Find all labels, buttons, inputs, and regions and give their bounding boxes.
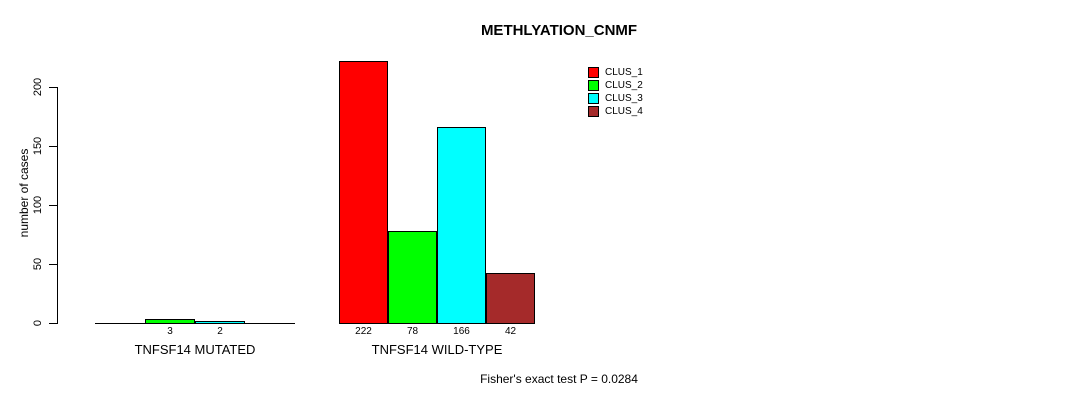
bar-clus_2 bbox=[145, 319, 195, 324]
bar-clus_1 bbox=[339, 61, 388, 324]
y-tick-label: 50 bbox=[32, 257, 44, 271]
category-label: TNFSF14 WILD-TYPE bbox=[371, 342, 503, 357]
bar-clus_3 bbox=[195, 321, 245, 324]
legend-label: CLUS_1 bbox=[605, 67, 643, 78]
bar-value-label: 42 bbox=[504, 326, 517, 337]
bar-clus_4 bbox=[486, 273, 535, 324]
bar-value-label: 166 bbox=[453, 326, 470, 337]
y-tick-label: 0 bbox=[32, 319, 44, 327]
y-axis-label: number of cases bbox=[17, 148, 31, 238]
y-tick-label: 100 bbox=[32, 195, 44, 215]
category-label: TNFSF14 MUTATED bbox=[134, 342, 256, 357]
y-tick-label: 150 bbox=[32, 136, 44, 156]
y-tick-label: 200 bbox=[32, 77, 44, 97]
legend-swatch-icon bbox=[588, 80, 599, 91]
legend-swatch-icon bbox=[588, 93, 599, 104]
bar-value-label: 78 bbox=[406, 326, 419, 337]
y-tick bbox=[49, 264, 57, 265]
legend-item: CLUS_2 bbox=[588, 79, 643, 92]
bar-value-label: 222 bbox=[355, 326, 372, 337]
y-tick bbox=[49, 87, 57, 88]
chart-title: METHLYATION_CNMF bbox=[480, 22, 638, 39]
footnote: Fisher's exact test P = 0.0284 bbox=[480, 372, 638, 386]
legend-label: CLUS_3 bbox=[605, 93, 643, 104]
bar-value-label: 3 bbox=[167, 326, 173, 337]
legend-item: CLUS_1 bbox=[588, 66, 643, 79]
legend-label: CLUS_2 bbox=[605, 80, 643, 91]
bar-clus_2 bbox=[388, 231, 437, 324]
legend-label: CLUS_4 bbox=[605, 106, 643, 117]
bar-value-label: 2 bbox=[217, 326, 223, 337]
y-axis-line bbox=[57, 87, 58, 324]
legend-swatch-icon bbox=[588, 67, 599, 78]
legend: CLUS_1 CLUS_2 CLUS_3 CLUS_4 bbox=[588, 66, 643, 118]
y-tick bbox=[49, 205, 57, 206]
legend-item: CLUS_3 bbox=[588, 92, 643, 105]
legend-item: CLUS_4 bbox=[588, 105, 643, 118]
bar-clus_3 bbox=[437, 127, 486, 324]
legend-swatch-icon bbox=[588, 106, 599, 117]
y-tick bbox=[49, 323, 57, 324]
y-tick bbox=[49, 146, 57, 147]
